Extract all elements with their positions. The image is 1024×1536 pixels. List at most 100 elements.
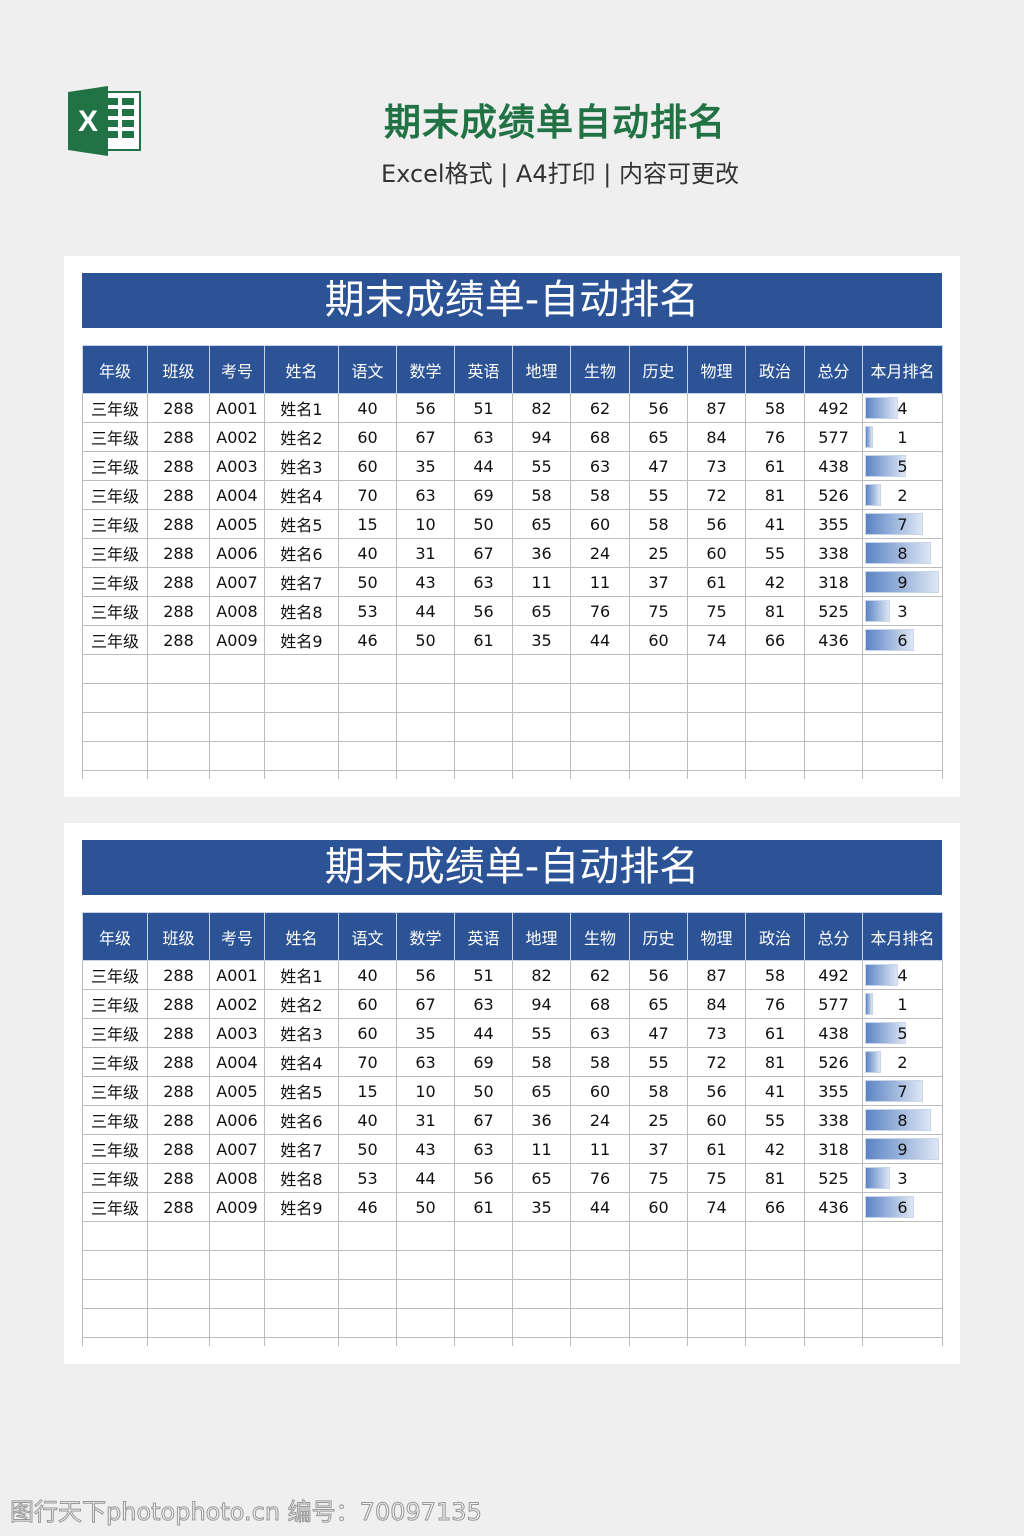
table-cell[interactable] [687, 741, 746, 771]
table-cell[interactable] [264, 770, 339, 779]
table-cell[interactable] [396, 712, 455, 742]
table-cell[interactable]: 56 [629, 393, 688, 423]
table-cell[interactable]: 50 [338, 1134, 397, 1164]
table-cell[interactable]: 51 [454, 960, 513, 990]
table-cell[interactable] [804, 1250, 863, 1280]
table-cell[interactable]: 55 [629, 1047, 688, 1077]
table-cell[interactable]: 56 [396, 960, 455, 990]
table-cell[interactable] [454, 770, 513, 779]
table-cell[interactable]: 51 [454, 393, 513, 423]
table-cell[interactable]: 94 [512, 989, 571, 1019]
table-cell[interactable]: 三年级 [82, 1192, 148, 1222]
table-cell[interactable] [82, 712, 148, 742]
table-cell[interactable]: 50 [396, 625, 455, 655]
table-cell[interactable]: 三年级 [82, 1076, 148, 1106]
table-cell[interactable]: 63 [396, 1047, 455, 1077]
table-cell[interactable]: 338 [804, 538, 863, 568]
table-cell[interactable] [862, 712, 943, 742]
table-cell[interactable]: 25 [629, 1105, 688, 1135]
table-cell[interactable] [209, 1308, 265, 1338]
table-cell[interactable] [454, 1250, 513, 1280]
table-cell[interactable]: 10 [396, 1076, 455, 1106]
table-cell[interactable]: 三年级 [82, 596, 148, 626]
table-cell[interactable]: 58 [629, 509, 688, 539]
table-cell[interactable] [147, 1337, 210, 1346]
table-cell[interactable]: 69 [454, 1047, 513, 1077]
rank-cell[interactable]: 5 [862, 451, 943, 481]
table-cell[interactable]: 姓名6 [264, 538, 339, 568]
rank-cell[interactable]: 2 [862, 480, 943, 510]
table-cell[interactable] [745, 683, 805, 713]
table-cell[interactable] [512, 1279, 571, 1309]
table-cell[interactable] [862, 654, 943, 684]
table-cell[interactable]: 46 [338, 1192, 397, 1222]
table-cell[interactable] [147, 683, 210, 713]
table-cell[interactable]: 65 [629, 989, 688, 1019]
table-cell[interactable] [629, 1250, 688, 1280]
table-cell[interactable]: 577 [804, 422, 863, 452]
table-cell[interactable] [629, 770, 688, 779]
table-cell[interactable]: 288 [147, 1018, 210, 1048]
table-cell[interactable]: 288 [147, 1105, 210, 1135]
table-cell[interactable]: 288 [147, 422, 210, 452]
table-cell[interactable]: 63 [454, 989, 513, 1019]
table-cell[interactable]: 94 [512, 422, 571, 452]
table-cell[interactable]: 36 [512, 538, 571, 568]
table-cell[interactable]: 三年级 [82, 1134, 148, 1164]
table-cell[interactable]: A001 [209, 393, 265, 423]
table-cell[interactable]: 37 [629, 567, 688, 597]
table-cell[interactable]: 63 [454, 422, 513, 452]
table-cell[interactable] [396, 683, 455, 713]
table-cell[interactable] [570, 770, 630, 779]
table-cell[interactable] [454, 712, 513, 742]
table-cell[interactable]: 三年级 [82, 1105, 148, 1135]
table-cell[interactable]: 姓名7 [264, 1134, 339, 1164]
table-cell[interactable]: A001 [209, 960, 265, 990]
table-cell[interactable]: 58 [745, 960, 805, 990]
table-cell[interactable]: 43 [396, 1134, 455, 1164]
table-cell[interactable] [396, 1279, 455, 1309]
table-cell[interactable]: 三年级 [82, 538, 148, 568]
table-cell[interactable]: 42 [745, 567, 805, 597]
table-cell[interactable]: 288 [147, 393, 210, 423]
table-cell[interactable]: 58 [512, 480, 571, 510]
table-cell[interactable]: 60 [629, 625, 688, 655]
table-cell[interactable]: 35 [512, 1192, 571, 1222]
table-cell[interactable]: 73 [687, 451, 746, 481]
table-cell[interactable]: 438 [804, 1018, 863, 1048]
table-cell[interactable]: 40 [338, 1105, 397, 1135]
table-cell[interactable] [512, 654, 571, 684]
table-cell[interactable]: 288 [147, 480, 210, 510]
table-cell[interactable]: A004 [209, 480, 265, 510]
table-cell[interactable]: 63 [570, 1018, 630, 1048]
table-cell[interactable] [82, 1221, 148, 1251]
table-cell[interactable]: 三年级 [82, 1163, 148, 1193]
table-cell[interactable]: 62 [570, 960, 630, 990]
table-cell[interactable] [396, 1308, 455, 1338]
table-cell[interactable]: 318 [804, 567, 863, 597]
table-cell[interactable] [454, 654, 513, 684]
table-cell[interactable]: 24 [570, 538, 630, 568]
table-cell[interactable]: 姓名8 [264, 1163, 339, 1193]
table-cell[interactable]: 31 [396, 1105, 455, 1135]
table-cell[interactable]: 53 [338, 1163, 397, 1193]
table-cell[interactable]: 76 [745, 989, 805, 1019]
table-cell[interactable]: 姓名5 [264, 1076, 339, 1106]
table-cell[interactable] [512, 1337, 571, 1346]
table-cell[interactable]: 58 [570, 480, 630, 510]
table-cell[interactable] [804, 770, 863, 779]
table-cell[interactable] [338, 770, 397, 779]
table-cell[interactable]: 65 [512, 1076, 571, 1106]
table-cell[interactable] [454, 683, 513, 713]
table-cell[interactable]: 姓名8 [264, 596, 339, 626]
table-cell[interactable]: 61 [745, 1018, 805, 1048]
table-cell[interactable]: 75 [629, 1163, 688, 1193]
table-cell[interactable] [147, 712, 210, 742]
table-cell[interactable]: 69 [454, 480, 513, 510]
table-cell[interactable]: 70 [338, 1047, 397, 1077]
table-cell[interactable] [82, 1250, 148, 1280]
table-cell[interactable]: 姓名9 [264, 625, 339, 655]
rank-cell[interactable]: 1 [862, 989, 943, 1019]
table-cell[interactable]: 姓名2 [264, 422, 339, 452]
table-cell[interactable]: 三年级 [82, 480, 148, 510]
